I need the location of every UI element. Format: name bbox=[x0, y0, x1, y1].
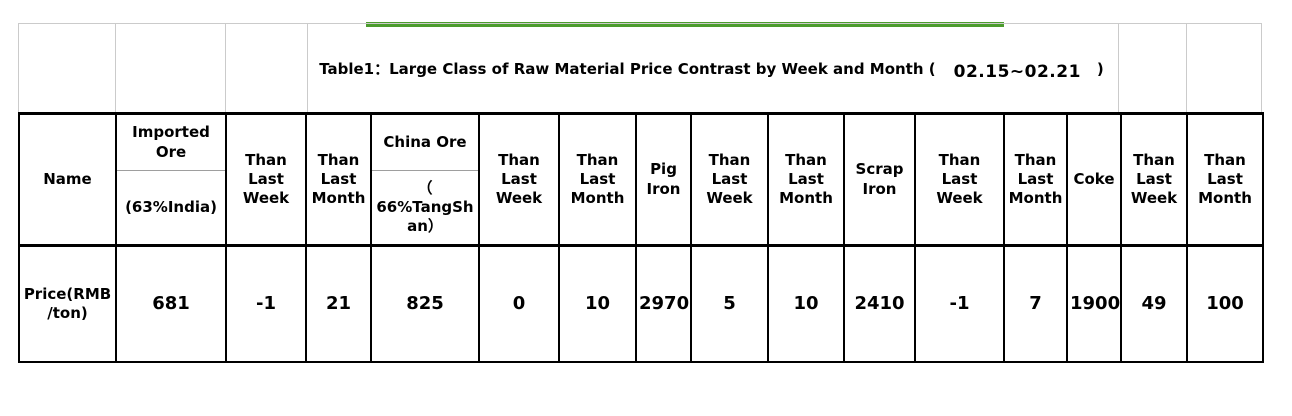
header-cell-pig-iron: Pig Iron bbox=[635, 112, 692, 247]
title-strip: Table1：Large Class of Raw Material Price… bbox=[18, 23, 1262, 113]
gridline bbox=[1186, 24, 1187, 113]
cell-scrap-iron-price: 2410 bbox=[843, 244, 916, 363]
header-cell-than-last-month-3: Than Last Month bbox=[767, 112, 845, 247]
row-label-price: Price(RMB /ton) bbox=[18, 244, 117, 363]
title-prefix: Table1：Large Class of Raw Material Price… bbox=[319, 60, 936, 78]
table-body: Price(RMB /ton) 681 -1 21 825 0 10 2970 … bbox=[18, 244, 1264, 363]
cell-china-week-delta: 0 bbox=[478, 244, 560, 363]
header-cell-than-last-week-3: Than Last Week bbox=[690, 112, 769, 247]
cell-coke-month-delta: 100 bbox=[1186, 244, 1264, 363]
date-range: 02.15~02.21 bbox=[953, 61, 1081, 82]
gridline bbox=[18, 24, 19, 113]
gridline bbox=[307, 24, 308, 113]
header-cell-than-last-month-1: Than Last Month bbox=[305, 112, 372, 247]
header-cell-imported-ore-spec: (63%India) bbox=[115, 170, 227, 247]
cell-coke-price: 1900 bbox=[1066, 244, 1122, 363]
cell-pig-week-delta: 5 bbox=[690, 244, 769, 363]
gridline bbox=[115, 24, 116, 113]
header-cell-china-ore-spec: （ 66%TangSh an） bbox=[370, 170, 480, 247]
header-cell-than-last-month-5: Than Last Month bbox=[1186, 112, 1264, 247]
gridline bbox=[1118, 24, 1119, 113]
cell-imported-week-delta: -1 bbox=[225, 244, 307, 363]
header-cell-than-last-week-4: Than Last Week bbox=[914, 112, 1005, 247]
header-cell-name: Name bbox=[18, 112, 117, 247]
cell-imported-ore-price: 681 bbox=[115, 244, 227, 363]
cell-imported-month-delta: 21 bbox=[305, 244, 372, 363]
green-accent-line bbox=[366, 22, 1004, 27]
title-close-paren: ) bbox=[1096, 59, 1104, 78]
cell-coke-week-delta: 49 bbox=[1120, 244, 1188, 363]
cell-china-ore-price: 825 bbox=[370, 244, 480, 363]
header-cell-imported-ore: Imported Ore bbox=[115, 112, 227, 171]
cell-scrap-week-delta: -1 bbox=[914, 244, 1005, 363]
cell-china-month-delta: 10 bbox=[558, 244, 637, 363]
table-row: Price(RMB /ton) 681 -1 21 825 0 10 2970 … bbox=[18, 244, 1264, 363]
cell-pig-month-delta: 10 bbox=[767, 244, 845, 363]
gridline bbox=[225, 24, 226, 113]
cell-pig-iron-price: 2970 bbox=[635, 244, 692, 363]
gridline bbox=[1261, 24, 1262, 113]
page-title: Table1：Large Class of Raw Material Price… bbox=[307, 24, 1118, 113]
header-cell-china-ore: China Ore bbox=[370, 112, 480, 171]
raw-material-price-table: Name Imported Ore Than Last Week Than La… bbox=[18, 112, 1264, 363]
header-cell-coke: Coke bbox=[1066, 112, 1122, 247]
cell-scrap-month-delta: 7 bbox=[1003, 244, 1068, 363]
table-header: Name Imported Ore Than Last Week Than La… bbox=[18, 112, 1264, 247]
header-cell-than-last-month-4: Than Last Month bbox=[1003, 112, 1068, 247]
header-cell-than-last-week-2: Than Last Week bbox=[478, 112, 560, 247]
header-cell-scrap-iron: Scrap Iron bbox=[843, 112, 916, 247]
header-cell-than-last-month-2: Than Last Month bbox=[558, 112, 637, 247]
header-cell-than-last-week-1: Than Last Week bbox=[225, 112, 307, 247]
header-cell-than-last-week-5: Than Last Week bbox=[1120, 112, 1188, 247]
